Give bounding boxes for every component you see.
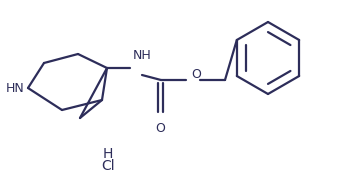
Text: NH: NH <box>133 49 152 62</box>
Text: O: O <box>155 122 165 135</box>
Text: H: H <box>103 147 113 161</box>
Text: HN: HN <box>5 82 24 95</box>
Text: O: O <box>191 67 201 80</box>
Text: Cl: Cl <box>101 159 115 173</box>
